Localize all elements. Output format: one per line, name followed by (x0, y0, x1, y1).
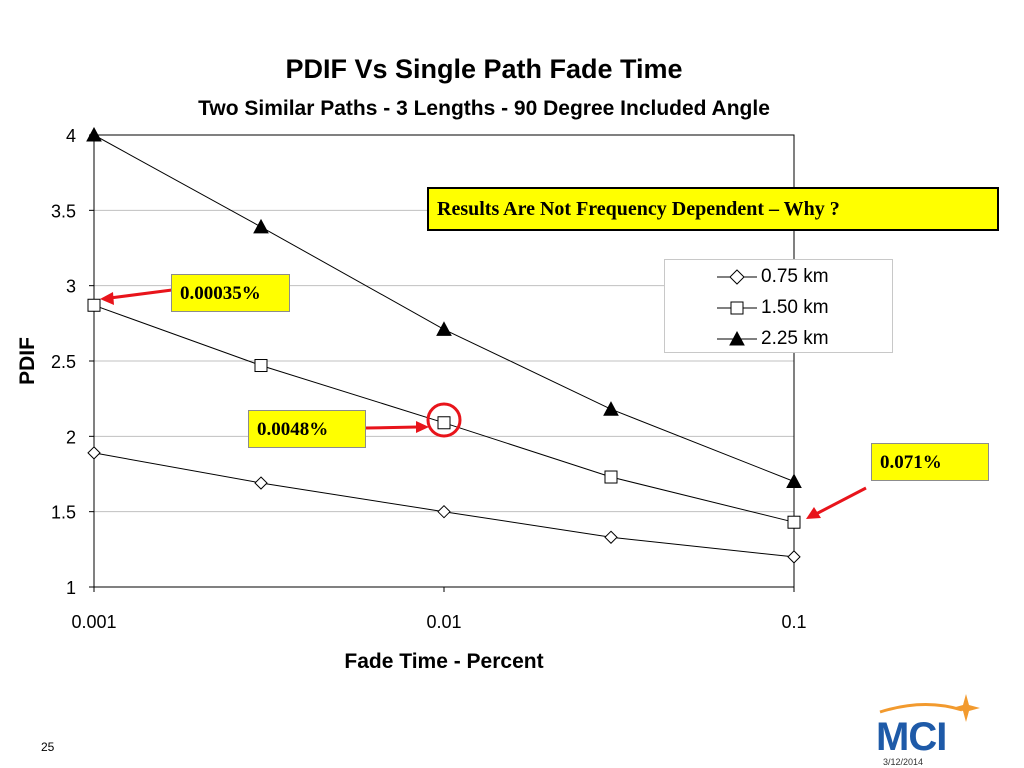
callout-3: 0.071% (871, 443, 989, 481)
callout-arrow-head-2 (416, 421, 429, 433)
callout-arrow-head-3 (806, 507, 821, 519)
x-tick-label: 0.1 (781, 612, 806, 632)
legend-marker-square (717, 301, 757, 315)
callout-arrow-1 (109, 288, 173, 300)
highlight-circle (426, 402, 462, 438)
y-axis-label: PDIF (16, 337, 39, 385)
slide-number: 25 (41, 740, 55, 754)
legend-label-0: 0.75 km (761, 266, 829, 287)
legend-marker-triangle (717, 330, 757, 346)
y-tick-label: 1.5 (51, 503, 76, 523)
logo-wordmark: MCI (876, 715, 946, 754)
data-point-triangle (86, 126, 102, 142)
legend-item-0: 0.75 km (665, 262, 894, 292)
legend-item-2: 2.25 km (665, 324, 894, 354)
y-tick-label: 3 (66, 277, 76, 297)
data-point-square (604, 470, 618, 484)
data-point-triangle (436, 321, 452, 336)
data-point-diamond (437, 504, 451, 519)
legend: 0.75 km 1.50 km 2.25 km (664, 259, 893, 353)
note-callout: Results Are Not Frequency Dependent – Wh… (427, 187, 999, 231)
data-point-square (787, 515, 801, 529)
callout-2-text: 0.0048% (257, 419, 329, 440)
x-tick-label: 0.001 (71, 612, 116, 632)
callout-arrow-head-1 (100, 292, 114, 305)
legend-label-2: 2.25 km (761, 328, 829, 349)
callout-arrow-2 (365, 425, 419, 430)
legend-label-1: 1.50 km (761, 297, 829, 318)
data-point-square (254, 359, 268, 373)
callout-arrow-3 (815, 486, 867, 516)
chart-title: PDIF Vs Single Path Fade Time (285, 54, 683, 84)
data-point-triangle (603, 401, 619, 416)
y-tick-label: 3.5 (51, 201, 76, 221)
chart-subtitle: Two Similar Paths - 3 Lengths - 90 Degre… (198, 97, 770, 120)
data-point-triangle (253, 218, 269, 234)
y-tick-label: 2.5 (51, 352, 76, 372)
callout-1: 0.00035% (171, 274, 290, 312)
star-icon (952, 694, 980, 722)
callout-2: 0.0048% (248, 410, 366, 448)
callout-1-text: 0.00035% (180, 283, 261, 304)
data-point-diamond (604, 530, 618, 544)
y-tick-label: 1 (66, 578, 76, 598)
legend-marker-diamond (717, 269, 757, 285)
series-line-0 (93, 452, 795, 558)
data-point-diamond (787, 550, 801, 564)
data-point-square (437, 416, 451, 430)
note-text: Results Are Not Frequency Dependent – Wh… (437, 198, 840, 220)
y-tick-label: 4 (66, 126, 76, 146)
legend-item-1: 1.50 km (665, 293, 894, 323)
data-point-square (87, 298, 101, 312)
data-point-diamond (254, 476, 268, 490)
data-point-diamond (87, 446, 101, 460)
slide-date: 3/12/2014 (883, 757, 924, 767)
x-tick-label: 0.01 (426, 612, 461, 632)
x-axis-label: Fade Time - Percent (344, 650, 543, 673)
callout-3-text: 0.071% (880, 452, 942, 473)
data-point-triangle (786, 473, 802, 489)
mci-logo: MCI (876, 694, 980, 754)
y-tick-label: 2 (66, 427, 76, 447)
